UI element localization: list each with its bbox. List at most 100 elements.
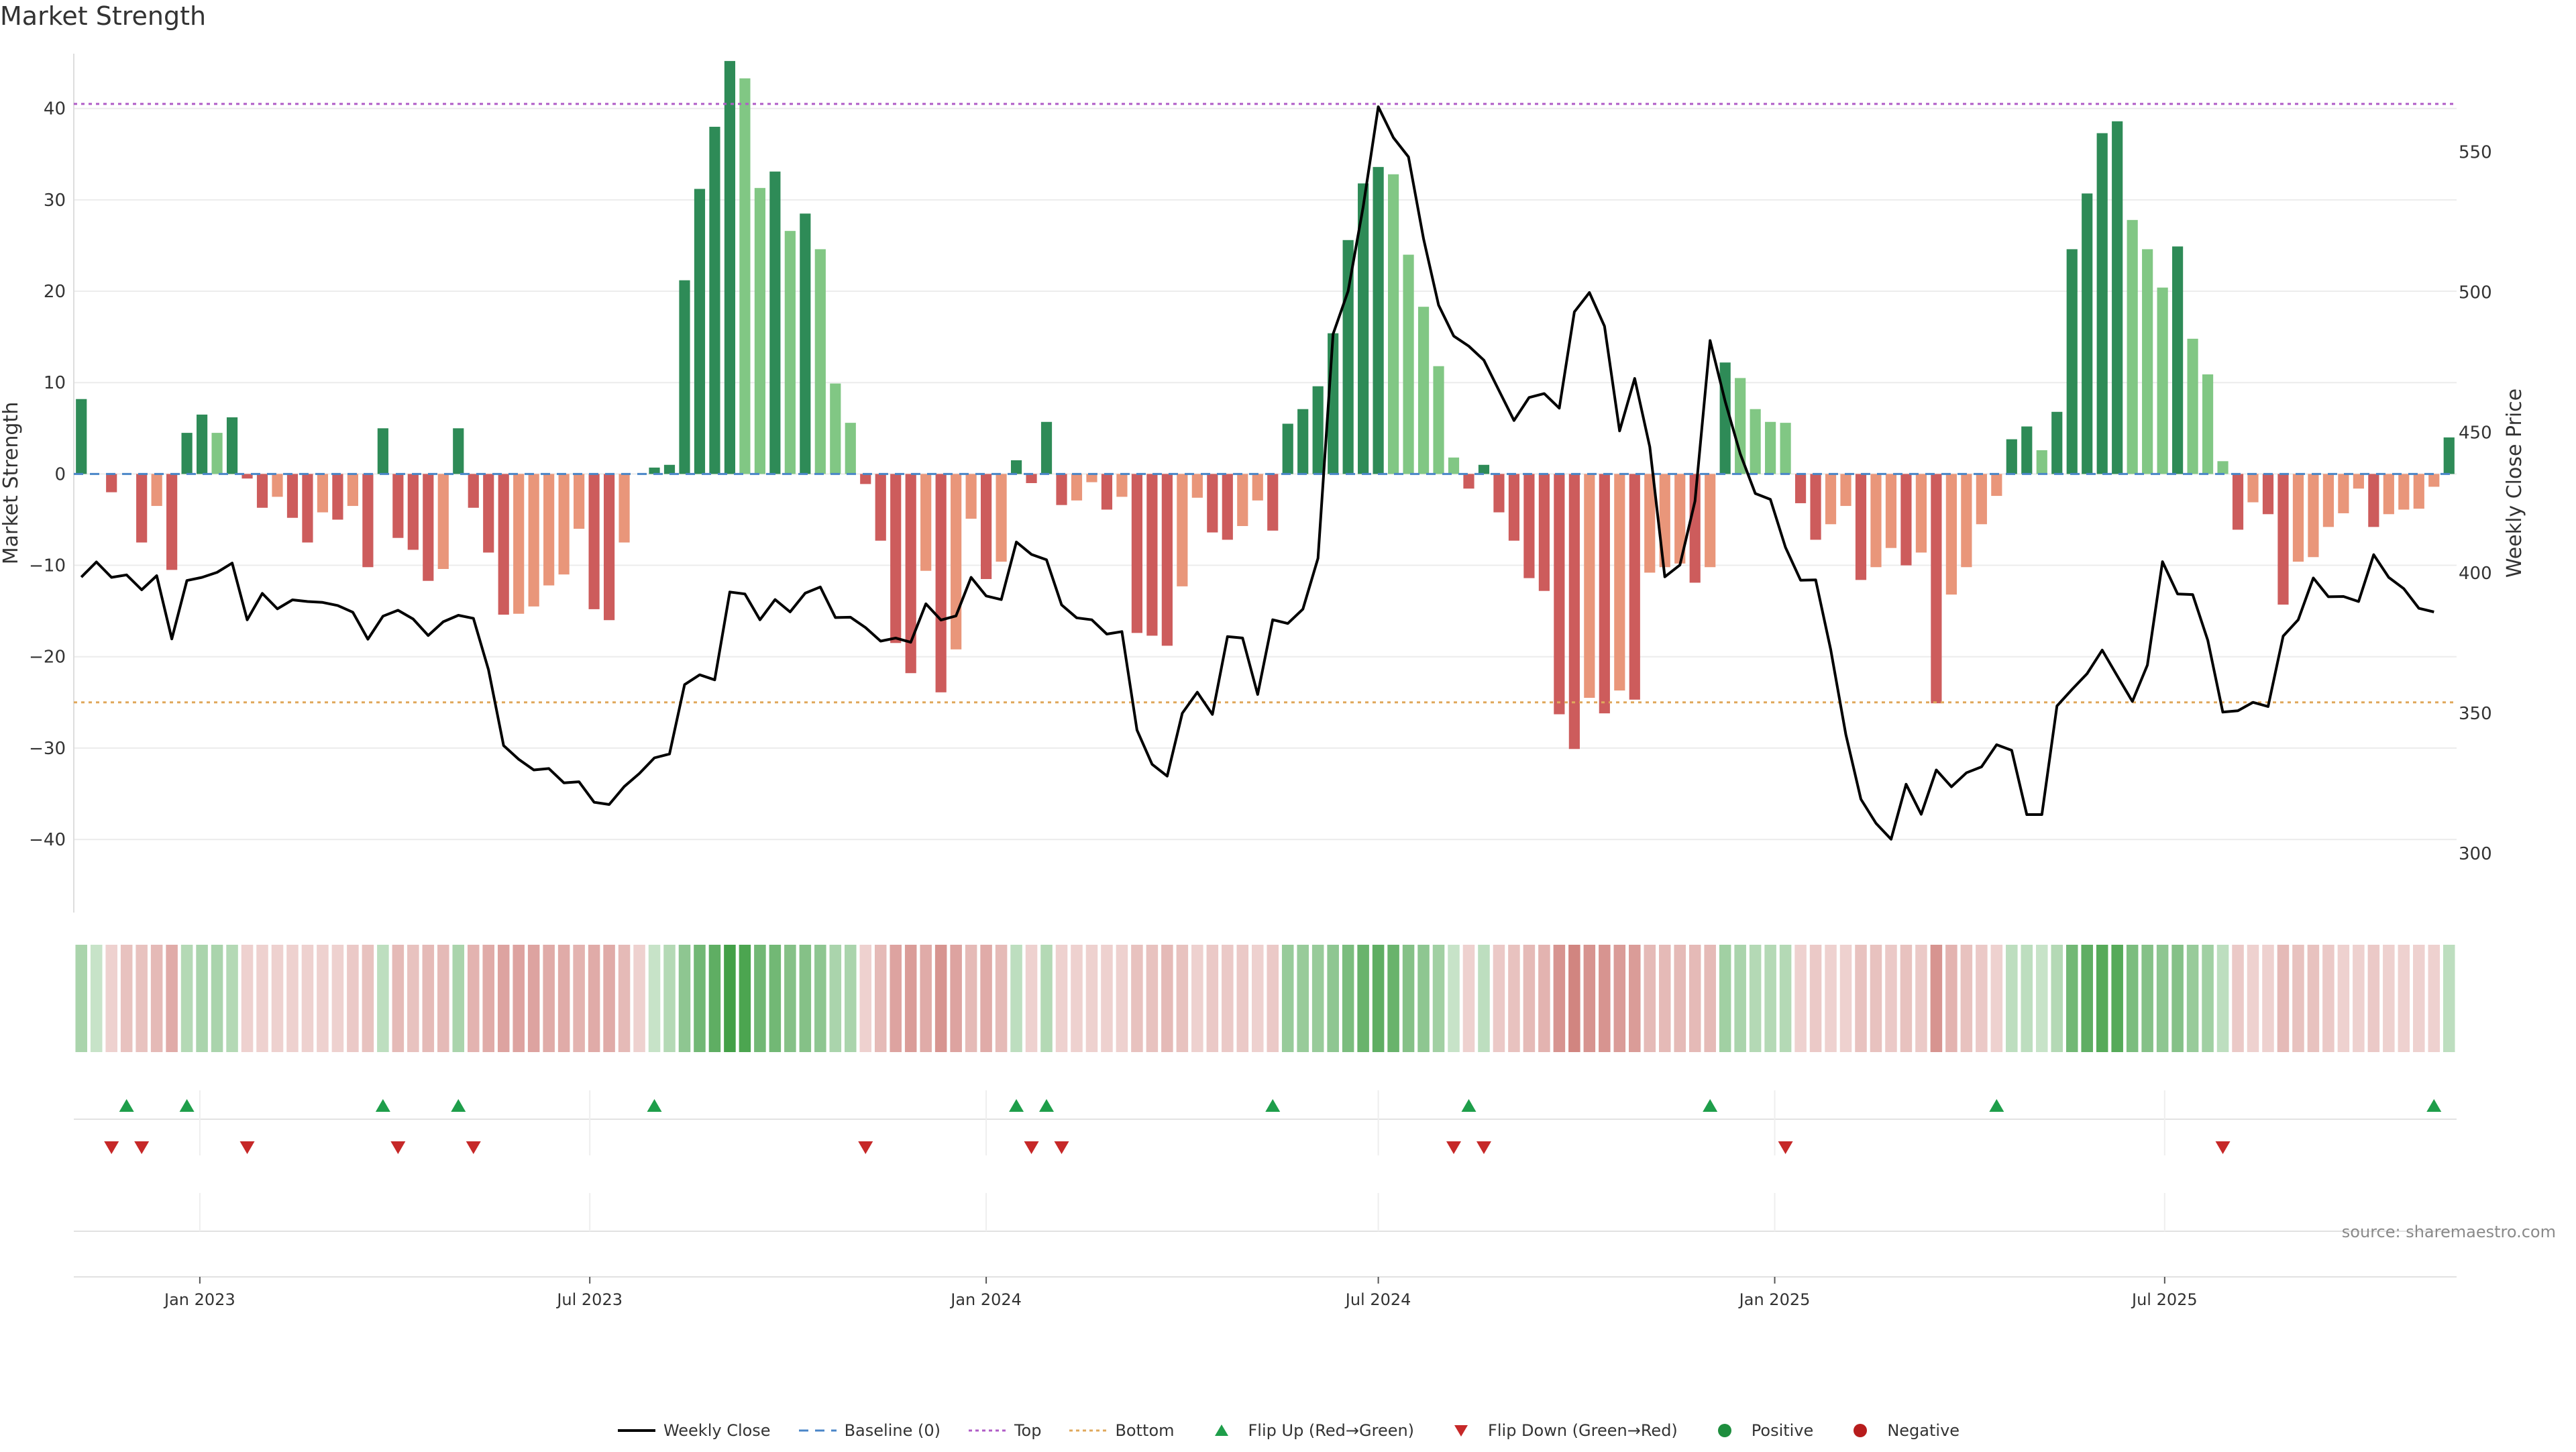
heat-cell <box>1825 945 1837 1052</box>
x-tick-label: Jan 2024 <box>949 1290 1022 1309</box>
heat-cell <box>105 945 117 1052</box>
legend-item: Flip Up (Red→Green) <box>1201 1421 1414 1440</box>
strength-bar <box>1417 307 1430 474</box>
strength-bar <box>1071 474 1083 501</box>
heat-cell <box>2202 945 2214 1052</box>
strength-bar <box>2127 219 2138 474</box>
flip-down-marker <box>134 1141 150 1154</box>
heat-cell <box>467 945 480 1052</box>
strength-bar <box>347 474 358 507</box>
strength-bar <box>649 467 660 474</box>
strength-bar <box>392 474 404 538</box>
strength-bar <box>286 474 299 518</box>
strength-bar <box>574 474 585 529</box>
strength-bar <box>2036 450 2047 474</box>
heat-cell <box>904 945 917 1052</box>
strength-bar <box>1207 474 1218 533</box>
strength-bar <box>468 474 479 508</box>
legend-swatch-icon <box>1069 1429 1108 1432</box>
y-tick-label: −20 <box>29 647 66 668</box>
strength-bar <box>2082 193 2093 474</box>
heat-cell <box>2021 945 2033 1052</box>
heat-cell <box>2232 945 2244 1052</box>
strength-bar <box>2157 287 2168 474</box>
strength-bar <box>1010 460 1022 474</box>
x-tick-label: Jul 2025 <box>2131 1290 2198 1309</box>
strength-bar <box>181 433 193 474</box>
legend-swatch-icon <box>1214 1424 1228 1436</box>
strength-bar <box>513 474 525 614</box>
strength-bar <box>241 474 253 479</box>
heat-cell <box>1523 945 1536 1052</box>
strength-bar <box>2398 474 2410 510</box>
strength-bar <box>1538 474 1550 591</box>
strength-bar <box>1825 474 1837 525</box>
strength-bar <box>1086 474 1097 482</box>
heat-cell <box>1945 945 1957 1052</box>
strength-bar <box>2262 474 2274 515</box>
heat-cell <box>120 945 133 1052</box>
strength-bar <box>2217 461 2229 474</box>
strength-bar <box>2021 426 2033 474</box>
heat-cell <box>513 945 525 1052</box>
strength-bar <box>1282 423 1293 474</box>
y-tick-label: −30 <box>29 739 66 759</box>
heat-cell <box>2307 945 2320 1052</box>
strength-bar <box>694 189 706 474</box>
y-tick-label: 10 <box>44 373 66 393</box>
strength-bar <box>754 188 765 474</box>
heat-cell <box>1794 945 1807 1052</box>
heat-cell <box>1131 945 1143 1052</box>
flip-up-marker <box>1461 1099 1477 1112</box>
strength-bar <box>965 474 977 519</box>
heat-cell <box>1372 945 1385 1052</box>
heat-cell <box>1357 945 1369 1052</box>
heat-cell <box>739 945 751 1052</box>
heat-cell <box>1779 945 1792 1052</box>
strength-bar <box>1584 474 1595 698</box>
heat-cell <box>633 945 645 1052</box>
strength-bar <box>1870 474 1882 568</box>
strength-bar <box>272 474 283 497</box>
heat-cell <box>1599 945 1611 1052</box>
strength-bar <box>1780 423 1791 474</box>
heat-cell <box>1613 945 1626 1052</box>
heat-cell <box>1960 945 1973 1052</box>
heat-cell <box>829 945 842 1052</box>
strength-bar <box>1146 474 1158 636</box>
heat-cell <box>1040 945 1053 1052</box>
heat-cell <box>180 945 193 1052</box>
strength-bar <box>317 474 329 513</box>
heat-cell <box>331 945 344 1052</box>
strength-bar <box>1222 474 1233 540</box>
heat-cell <box>1839 945 1852 1052</box>
heat-cell <box>573 945 585 1052</box>
y-tick-label: 0 <box>54 464 66 484</box>
heat-cell <box>2367 945 2380 1052</box>
strength-bar <box>2202 374 2214 474</box>
strength-bar <box>1508 474 1520 541</box>
heat-cell <box>1674 945 1686 1052</box>
heat-cell <box>814 945 826 1052</box>
strength-bar <box>1237 474 1248 526</box>
heat-cell <box>2383 945 2395 1052</box>
legend-label: Flip Down (Green→Red) <box>1488 1421 1678 1440</box>
heat-cell <box>890 945 902 1052</box>
strength-bar <box>920 474 932 571</box>
strength-bar <box>1267 474 1279 531</box>
strength-bar <box>1614 474 1625 691</box>
heat-cell <box>1297 945 1309 1052</box>
heat-cell <box>1915 945 1927 1052</box>
strength-bar <box>211 433 223 474</box>
heat-cell <box>845 945 857 1052</box>
heat-cell <box>2171 945 2184 1052</box>
heat-cell <box>422 945 435 1052</box>
legend-item: Bottom <box>1068 1421 1175 1440</box>
heat-cell <box>1402 945 1415 1052</box>
heat-cell <box>1448 945 1460 1052</box>
strength-bar <box>2277 474 2289 605</box>
strength-bar <box>2383 474 2394 515</box>
strength-bar <box>226 417 238 474</box>
legend-swatch-icon <box>968 1429 1006 1432</box>
heat-cell <box>1900 945 1913 1052</box>
